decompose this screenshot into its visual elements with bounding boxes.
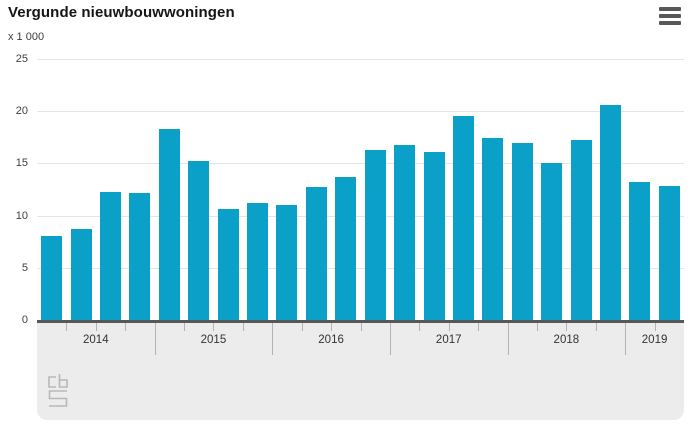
x-year-label: 2016 <box>318 334 344 346</box>
bar[interactable] <box>629 182 651 320</box>
cbs-logo-letter-b <box>58 374 68 388</box>
bar[interactable] <box>570 140 592 320</box>
menu-bar <box>659 7 681 11</box>
x-year-label: 2019 <box>641 334 668 346</box>
y-gridline <box>37 111 684 113</box>
quarter-tick <box>360 323 362 331</box>
bar[interactable] <box>541 163 563 320</box>
bar[interactable] <box>158 128 180 320</box>
bar[interactable] <box>129 192 151 320</box>
quarter-tick <box>419 323 421 331</box>
year-separator <box>507 323 509 355</box>
x-year-label: 2014 <box>83 334 109 346</box>
bar[interactable] <box>335 176 357 320</box>
quarter-tick <box>213 323 215 331</box>
y-gridline <box>37 267 684 269</box>
hamburger-menu-icon[interactable] <box>659 7 681 25</box>
menu-bar <box>659 21 681 25</box>
cbs-logo <box>48 374 68 407</box>
year-separator <box>389 323 391 355</box>
x-year-label: 2018 <box>553 334 580 346</box>
x-year-label: 2017 <box>435 334 462 346</box>
bar[interactable] <box>452 116 474 320</box>
y-gridline <box>37 215 684 217</box>
menu-bar <box>659 14 681 18</box>
bar[interactable] <box>188 161 210 320</box>
year-separator <box>154 323 156 355</box>
x-year-label: 2015 <box>200 334 227 346</box>
y-tick-label: 0 <box>21 314 28 326</box>
x-axis-band <box>37 323 684 420</box>
bar[interactable] <box>394 144 416 320</box>
bar[interactable] <box>658 186 680 320</box>
quarter-tick <box>66 323 68 331</box>
bar[interactable] <box>599 104 621 320</box>
quarter-tick <box>301 323 303 331</box>
bar[interactable] <box>511 142 533 320</box>
quarter-tick <box>478 323 480 331</box>
y-tick-label: 15 <box>15 157 28 170</box>
bar[interactable] <box>364 149 386 320</box>
x-axis-line <box>37 320 684 323</box>
chart-title: Vergunde nieuwbouwwoningen <box>8 4 235 21</box>
quarter-tick <box>95 323 97 331</box>
cbs-logo-letter-c <box>48 376 56 388</box>
y-gridline <box>37 59 684 60</box>
y-tick-label: 10 <box>15 209 28 222</box>
cbs-logo-letter-s <box>48 390 68 407</box>
bar[interactable] <box>70 229 92 320</box>
quarter-tick <box>242 323 244 331</box>
quarter-tick <box>448 323 450 331</box>
year-separator <box>272 323 274 355</box>
bar[interactable] <box>41 236 63 320</box>
bar[interactable] <box>217 209 239 320</box>
quarter-tick <box>536 323 538 331</box>
bar[interactable] <box>100 191 122 320</box>
y-tick-label: 25 <box>15 53 28 65</box>
quarter-tick <box>595 323 597 331</box>
quarter-tick <box>654 323 656 331</box>
bar[interactable] <box>305 187 327 320</box>
y-gridline <box>37 163 684 165</box>
bar[interactable] <box>482 138 504 320</box>
year-separator <box>625 323 627 355</box>
quarter-tick <box>331 323 333 331</box>
bar[interactable] <box>276 205 298 320</box>
y-axis-unit-label: x 1 000 <box>8 31 45 43</box>
bar[interactable] <box>423 151 445 320</box>
bar[interactable] <box>247 203 269 320</box>
y-tick-label: 20 <box>15 105 28 118</box>
y-tick-label: 5 <box>21 261 28 274</box>
quarter-tick <box>566 323 568 331</box>
quarter-tick <box>125 323 127 331</box>
quarter-tick <box>184 323 186 331</box>
